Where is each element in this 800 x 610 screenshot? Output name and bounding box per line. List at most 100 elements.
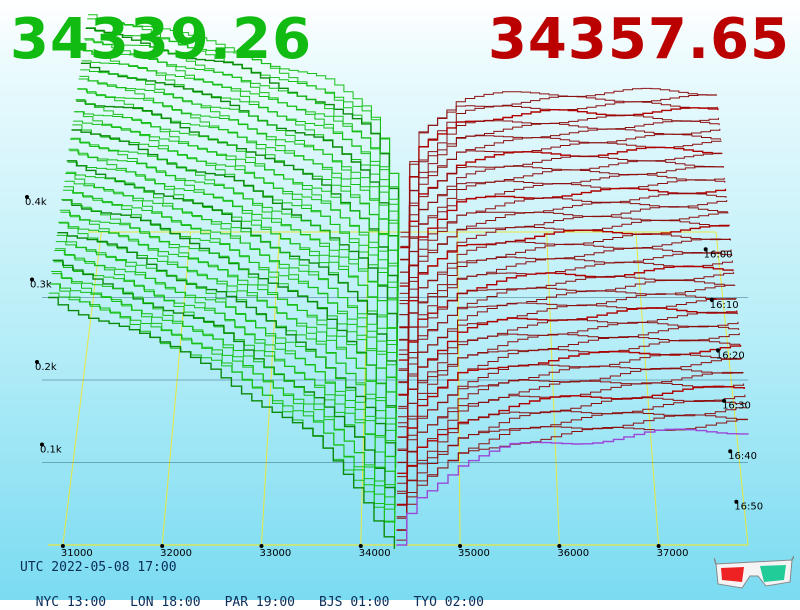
- clock-par: PAR 19:00: [224, 595, 296, 610]
- x-tick-mark: [557, 544, 562, 548]
- time-tick-label: 16:50: [734, 502, 763, 513]
- bid-depth-slice: [63, 186, 397, 426]
- time-tick-label: 16:40: [728, 451, 757, 462]
- x-tick-label: 33000: [259, 548, 291, 559]
- bid-depth-slice: [66, 160, 398, 401]
- bid-depth-slice: [51, 271, 396, 523]
- grid-line-31000: [62, 231, 102, 546]
- ask-depth-slice: [399, 146, 723, 287]
- ask-depth-slice: [398, 212, 729, 351]
- ask-depth-slice: [400, 94, 718, 238]
- y-tick-label: 0.2k: [35, 362, 57, 373]
- x-tick-label: 34000: [359, 548, 391, 559]
- chart-axes: 31000 32000 33000 34000 35000 36000 37000 0.1k 0…: [25, 195, 763, 559]
- bid-depth-slice: [49, 283, 396, 537]
- ask-depth-slice: [400, 114, 719, 261]
- ask-depth-slice: [398, 284, 736, 418]
- bid-depth-slice: [85, 27, 400, 250]
- time-tick-mark: [728, 449, 733, 454]
- y-tick-mark: [40, 442, 44, 447]
- y-tick-label: 0.3k: [30, 280, 52, 291]
- grid-line-33000: [260, 231, 281, 546]
- time-tick-mark: [703, 247, 708, 252]
- bid-depth-slice: [78, 78, 399, 304]
- bid-depth-slice: [57, 231, 397, 468]
- y-tick-label: 0.4k: [25, 197, 47, 208]
- time-tick-label: 16:10: [710, 300, 739, 311]
- bid-depth-slice: [87, 18, 400, 236]
- time-tick-label: 16:20: [716, 350, 745, 361]
- bid-depth-slice: [71, 129, 398, 358]
- time-tick-label: 16:00: [704, 249, 733, 260]
- bid-depth-slice: [60, 211, 397, 447]
- grid-line-34000: [360, 231, 370, 546]
- clock-nyc: NYC 13:00: [35, 595, 107, 610]
- bid-depth-slice: [59, 209, 397, 455]
- bid-depth-slice: [61, 199, 397, 440]
- ask-depth-slice: [399, 187, 727, 329]
- bid-depth-slice: [48, 296, 396, 549]
- bid-depth-slice: [70, 138, 398, 372]
- bid-depth-slice: [52, 259, 396, 509]
- bid-depth-slice: [84, 38, 399, 264]
- y-tick-mark: [30, 277, 34, 282]
- bid-price: 34339.26: [10, 7, 313, 72]
- time-tick-label: 16:30: [722, 401, 751, 412]
- ask-depth-slice: [397, 298, 737, 428]
- ask-depth-slice: [398, 265, 734, 396]
- bid-depth-slice: [48, 292, 395, 535]
- world-clocks: NYC 13:00 LON 18:00 PAR 19:00 BJS 01:00 TYO …: [20, 580, 484, 610]
- x-tick-label: 36000: [557, 548, 589, 559]
- anaglyph-3d-glasses-icon[interactable]: [714, 556, 794, 592]
- x-tick-mark: [358, 544, 363, 548]
- ask-depth-slice: [396, 400, 746, 518]
- bid-depth-slice: [55, 248, 396, 493]
- time-tick-mark: [722, 398, 727, 403]
- bid-depth-slice: [62, 189, 397, 426]
- grid-line-36000: [546, 231, 560, 546]
- x-tick-label: 37000: [657, 548, 689, 559]
- ask-depth-slice: [396, 406, 747, 531]
- grid-line-32000: [161, 231, 191, 546]
- bid-depth-slice: [82, 50, 399, 278]
- bid-depth-slice: [75, 99, 398, 332]
- ask-depth-slice: [397, 358, 743, 484]
- x-tick-mark: [656, 544, 661, 548]
- y-tick-mark: [25, 195, 29, 199]
- bid-depth-slice: [64, 180, 397, 413]
- x-tick-mark: [458, 544, 463, 548]
- time-tick-mark: [715, 348, 720, 353]
- x-tick-mark: [160, 544, 165, 548]
- bid-depth-slice: [79, 75, 399, 303]
- ask-depth-slice: [399, 140, 722, 284]
- bid-depth-slice: [56, 234, 396, 482]
- bid-depth-series: [48, 14, 400, 549]
- clock-lon: LON 18:00: [130, 595, 201, 610]
- ask-depth-slice: [397, 332, 740, 464]
- bid-depth-slice: [55, 241, 396, 480]
- ask-depth-slice: [396, 418, 748, 541]
- ask-depth-slice: [398, 272, 735, 407]
- bid-depth-slice: [69, 150, 398, 380]
- ask-depth-slice: [397, 321, 739, 451]
- bid-depth-slice: [62, 199, 397, 437]
- clock-tyo: TYO 02:00: [413, 595, 484, 610]
- ask-depth-slice: [399, 152, 723, 294]
- utc-time: UTC 2022-05-08 17:00: [20, 560, 177, 575]
- bid-depth-slice: [77, 88, 399, 318]
- ask-depth-slice: [396, 428, 749, 546]
- bid-depth-slice: [54, 250, 396, 494]
- bid-depth-slice: [68, 148, 398, 386]
- ask-depth-slice: [400, 120, 720, 260]
- bid-depth-slice: [70, 137, 398, 370]
- ask-depth-slice: [398, 224, 730, 361]
- bid-depth-slice: [80, 69, 399, 290]
- x-tick-label: 31000: [61, 548, 93, 559]
- ask-depth-series: [396, 87, 749, 546]
- time-tick-mark: [734, 499, 739, 504]
- ask-depth-slice: [396, 394, 746, 519]
- ask-depth-slice: [399, 166, 724, 305]
- time-tick-mark: [709, 297, 714, 302]
- ask-price: 34357.65: [487, 7, 790, 72]
